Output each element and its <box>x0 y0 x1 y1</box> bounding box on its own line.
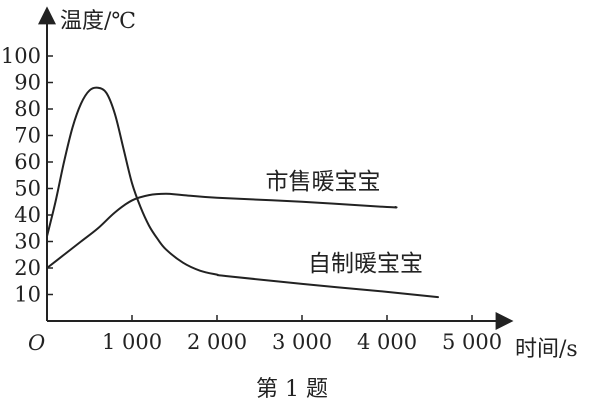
y-tick-label: 60 <box>14 150 41 174</box>
x-tick-label: 1 000 <box>102 330 162 354</box>
y-tick-label: 90 <box>14 71 41 95</box>
series-label: 自制暖宝宝 <box>308 251 423 277</box>
origin-label: O <box>28 331 45 355</box>
y-tick-label: 40 <box>14 203 41 227</box>
series-line <box>46 86 439 299</box>
y-tick-label: 50 <box>14 177 41 201</box>
y-tick-label: 80 <box>14 97 41 121</box>
x-tick-label: 5 000 <box>442 330 502 354</box>
axes <box>38 6 514 330</box>
y-axis-title: 温度/℃ <box>60 9 136 34</box>
y-tick-label: 30 <box>14 230 41 254</box>
y-tick-label: 20 <box>14 256 41 280</box>
series-line <box>46 192 398 269</box>
series-layer: 自制暖宝宝 市售暖宝宝 <box>46 86 439 299</box>
y-tick-label: 100 <box>1 44 41 68</box>
y-tick-label: 70 <box>14 124 41 148</box>
series-label: 市售暖宝宝 <box>266 169 381 195</box>
figure-caption: 第 1 题 <box>256 377 328 402</box>
x-tick-label: 4 000 <box>357 330 417 354</box>
x-tick-label: 2 000 <box>187 330 247 354</box>
y-tick-label: 10 <box>14 283 41 307</box>
x-tick-label: 3 000 <box>272 330 332 354</box>
x-axis-title: 时间/s <box>515 337 578 362</box>
x-ticks: 1 000 2 000 3 000 4 000 5 000 <box>102 315 502 354</box>
